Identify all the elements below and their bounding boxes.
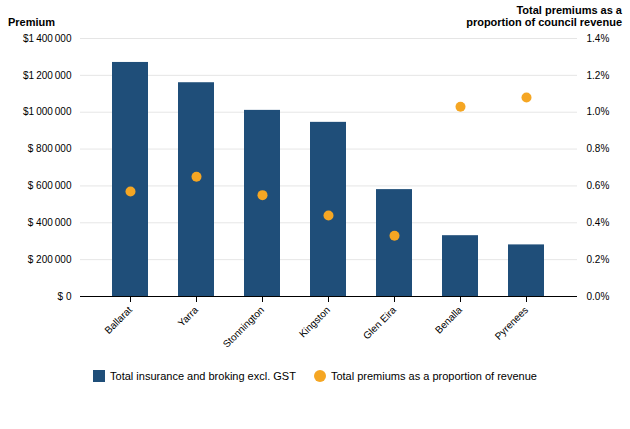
svg-text:0.4%: 0.4%: [587, 217, 610, 228]
svg-text:1.0%: 1.0%: [587, 106, 610, 117]
html-text:Total insurance and broking ex: Total insurance and broking excl. GST: [110, 370, 296, 382]
svg-text:Pyrenees: Pyrenees: [493, 304, 531, 342]
svg-text:0.8%: 0.8%: [587, 143, 610, 154]
svg-text:Ballarat: Ballarat: [102, 304, 134, 336]
svg-text:$1 000 000: $1 000 000: [23, 106, 72, 117]
svg-text:Stonnington: Stonnington: [221, 304, 267, 350]
html-text:Total premiums as a proportion: Total premiums as a proportion of revenu…: [330, 370, 537, 382]
svg-text:$ 0: $ 0: [58, 291, 72, 302]
svg-text:$ 600 000: $ 600 000: [28, 180, 72, 191]
svg-text:Kingston: Kingston: [297, 304, 332, 339]
svg-text:$1 200 000: $1 200 000: [23, 70, 72, 81]
svg-text:Glen Eira: Glen Eira: [361, 304, 399, 342]
svg-text:$1 400 000: $1 400 000: [23, 33, 72, 44]
svg-text:$ 800 000: $ 800 000: [28, 143, 72, 154]
svg-text:0.6%: 0.6%: [587, 180, 610, 191]
html-text:Total premiums as a proportion: Total premiums as a proportion of counci…: [466, 4, 622, 28]
svg-text:1.2%: 1.2%: [587, 70, 610, 81]
html-text:Premium: Premium: [8, 16, 56, 28]
svg-text:1.4%: 1.4%: [587, 33, 610, 44]
svg-text:Yarra: Yarra: [176, 304, 201, 329]
svg-text:$ 400 000: $ 400 000: [28, 217, 72, 228]
svg-text:$ 200 000: $ 200 000: [28, 254, 72, 265]
svg-text:0.2%: 0.2%: [587, 254, 610, 265]
svg-text:Benalla: Benalla: [433, 304, 465, 336]
svg-text:0.0%: 0.0%: [587, 291, 610, 302]
